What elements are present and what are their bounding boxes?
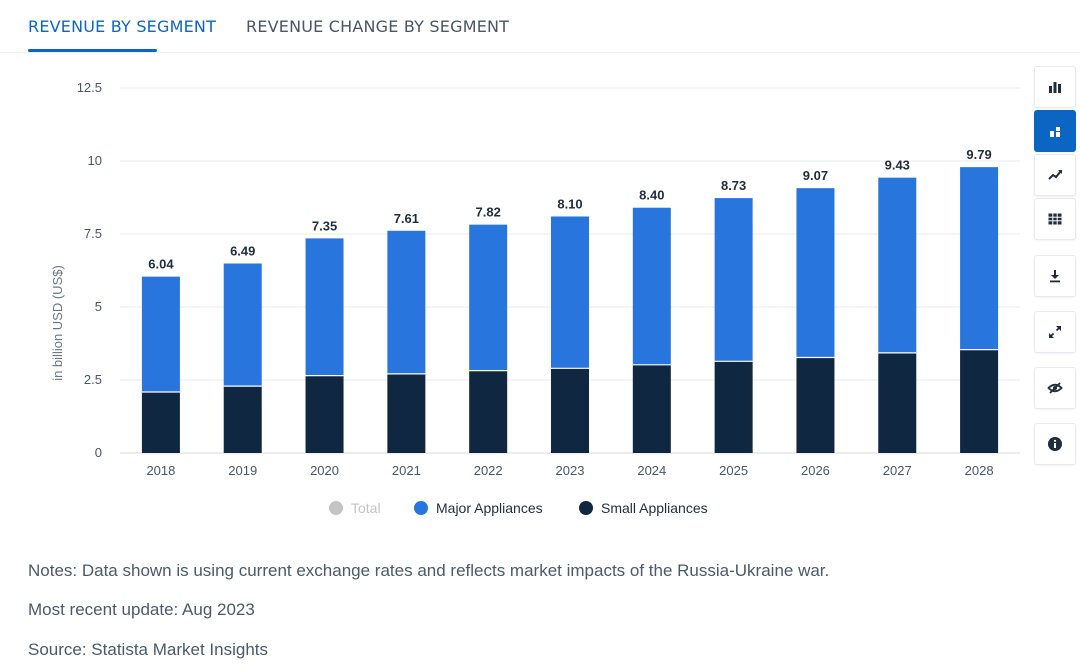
bar-major-appliances[interactable] (632, 207, 671, 365)
data-label-total: 9.07 (803, 168, 828, 183)
bar-small-appliances[interactable] (387, 373, 426, 453)
info-button[interactable] (1034, 423, 1076, 465)
legend-item-small-appliances[interactable]: Small Appliances (579, 500, 708, 516)
data-label-total: 6.04 (148, 257, 174, 272)
update-text: Most recent update: Aug 2023 (28, 600, 255, 619)
tab-revenue-by-segment[interactable]: REVENUE BY SEGMENT (28, 17, 217, 36)
bar-major-appliances[interactable] (551, 216, 589, 369)
legend-dot-major-appliances (414, 501, 428, 515)
hide-button[interactable] (1034, 367, 1076, 409)
bar-major-appliances[interactable] (305, 238, 344, 376)
x-tick-label: 2022 (474, 463, 503, 478)
stacked-bar-chart: 6.04 6.49 7.35 7.61 7.82 8.10 8.40 8.73 9.07 9.43… (50, 80, 1020, 478)
expand-icon (1049, 326, 1061, 338)
bar-major-appliances[interactable] (796, 188, 835, 358)
chart-panel: 6.04 6.49 7.35 7.61 7.82 8.10 8.40 8.73 9.07 9.43… (4, 53, 1074, 671)
bar-small-appliances[interactable] (878, 352, 917, 453)
bar-major-appliances[interactable] (387, 230, 426, 374)
bar-small-appliances[interactable] (469, 370, 508, 453)
legend-item-major-appliances[interactable]: Major Appliances (414, 500, 543, 516)
bar-small-appliances[interactable] (141, 391, 180, 453)
y-tick-label: 0 (95, 445, 102, 460)
bar-small-appliances[interactable] (714, 361, 753, 453)
bar-chart-icon (1049, 82, 1061, 93)
x-tick-label: 2027 (883, 463, 912, 478)
y-tick-label: 12.5 (77, 80, 102, 95)
legend-label-small-appliances: Small Appliances (601, 500, 708, 516)
y-tick-label: 5 (95, 299, 102, 314)
stacked-bar-button[interactable] (1034, 110, 1076, 152)
x-tick-label: 2024 (637, 463, 666, 478)
x-tick-label: 2021 (392, 463, 421, 478)
data-label-total: 6.49 (230, 243, 255, 258)
data-label-total: 8.40 (639, 188, 664, 203)
x-tick-label: 2025 (719, 463, 748, 478)
x-tick-label: 2026 (801, 463, 830, 478)
bar-small-appliances[interactable] (305, 375, 344, 453)
bar-small-appliances[interactable] (960, 349, 999, 453)
legend-label-total: Total (351, 500, 381, 516)
legend-dot-total (329, 501, 343, 515)
data-label-total: 7.61 (394, 211, 419, 226)
info-icon (1048, 437, 1062, 451)
notes-text: Notes: Data shown is using current excha… (28, 561, 830, 580)
bar-small-appliances[interactable] (551, 368, 589, 453)
x-tick-label: 2023 (556, 463, 585, 478)
data-label-total: 9.43 (885, 158, 910, 173)
bar-major-appliances[interactable] (141, 276, 180, 392)
legend-label-major-appliances: Major Appliances (436, 500, 543, 516)
x-tick-label: 2028 (965, 463, 994, 478)
download-icon (1050, 270, 1060, 283)
x-tick-label: 2020 (310, 463, 339, 478)
data-label-total: 7.35 (312, 218, 337, 233)
tab-bar: REVENUE BY SEGMENT REVENUE CHANGE BY SEG… (0, 0, 1080, 53)
bar-chart-button[interactable] (1034, 66, 1076, 108)
table-icon (1048, 213, 1062, 225)
bar-major-appliances[interactable] (469, 224, 508, 371)
data-label-total: 8.10 (557, 196, 582, 211)
bar-small-appliances[interactable] (632, 364, 671, 453)
legend-dot-small-appliances (579, 501, 593, 515)
bar-major-appliances[interactable] (960, 167, 999, 350)
fullscreen-button[interactable] (1034, 311, 1076, 353)
tab-revenue-change-by-segment[interactable]: REVENUE CHANGE BY SEGMENT (246, 17, 510, 36)
y-axis-label: in billion USD (US$) (50, 265, 65, 381)
bar-major-appliances[interactable] (714, 198, 753, 362)
table-view-button[interactable] (1034, 198, 1076, 240)
hide-icon (1047, 382, 1063, 394)
chart-legend: Total Major Appliances Small Appliances (0, 500, 1030, 520)
line-chart-button[interactable] (1034, 154, 1076, 196)
x-tick-label: 2019 (228, 463, 257, 478)
y-tick-label: 2.5 (84, 372, 102, 387)
active-tab-indicator (28, 49, 157, 52)
y-tick-label: 10 (88, 153, 102, 168)
data-label-total: 9.79 (966, 147, 991, 162)
line-chart-icon (1048, 170, 1062, 180)
data-label-total: 8.73 (721, 178, 746, 193)
bar-major-appliances[interactable] (223, 263, 262, 387)
source-text: Source: Statista Market Insights (28, 640, 268, 659)
bar-small-appliances[interactable] (796, 357, 835, 453)
download-button[interactable] (1034, 255, 1076, 297)
bar-major-appliances[interactable] (878, 177, 917, 353)
bar-small-appliances[interactable] (223, 386, 262, 453)
data-label-total: 7.82 (476, 205, 501, 220)
y-tick-label: 7.5 (84, 226, 102, 241)
stacked-bar-icon (1050, 127, 1060, 137)
x-tick-label: 2018 (146, 463, 175, 478)
legend-item-total[interactable]: Total (329, 500, 381, 516)
